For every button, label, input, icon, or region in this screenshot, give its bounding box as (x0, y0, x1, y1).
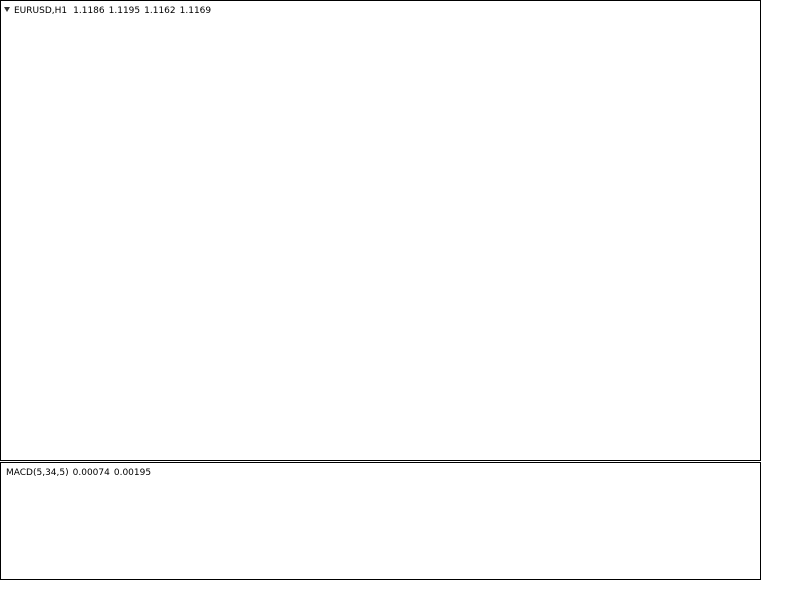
macd-frame (0, 462, 761, 580)
label-layer: EURUSD,H1 1.1186 1.1195 1.1162 1.1169 MACD(5… (4, 6, 211, 478)
chart-title: EURUSD,H1 1.1186 1.1195 1.1162 1.1169 (14, 6, 211, 16)
symbol: EURUSD,H1 (14, 6, 67, 16)
main-frame (0, 0, 761, 461)
macd-last: 0.00074 (73, 468, 110, 478)
macd-title: MACD(5,34,5) 0.00074 0.00195 (6, 468, 151, 478)
macd-name: MACD(5,34,5) (6, 468, 69, 478)
last-close: 1.1169 (180, 6, 212, 16)
signal-last: 0.00195 (114, 468, 151, 478)
last-high: 1.1195 (109, 6, 141, 16)
symbol-icon (4, 7, 10, 12)
last-low: 1.1162 (144, 6, 176, 16)
last-open: 1.1186 (73, 6, 105, 16)
